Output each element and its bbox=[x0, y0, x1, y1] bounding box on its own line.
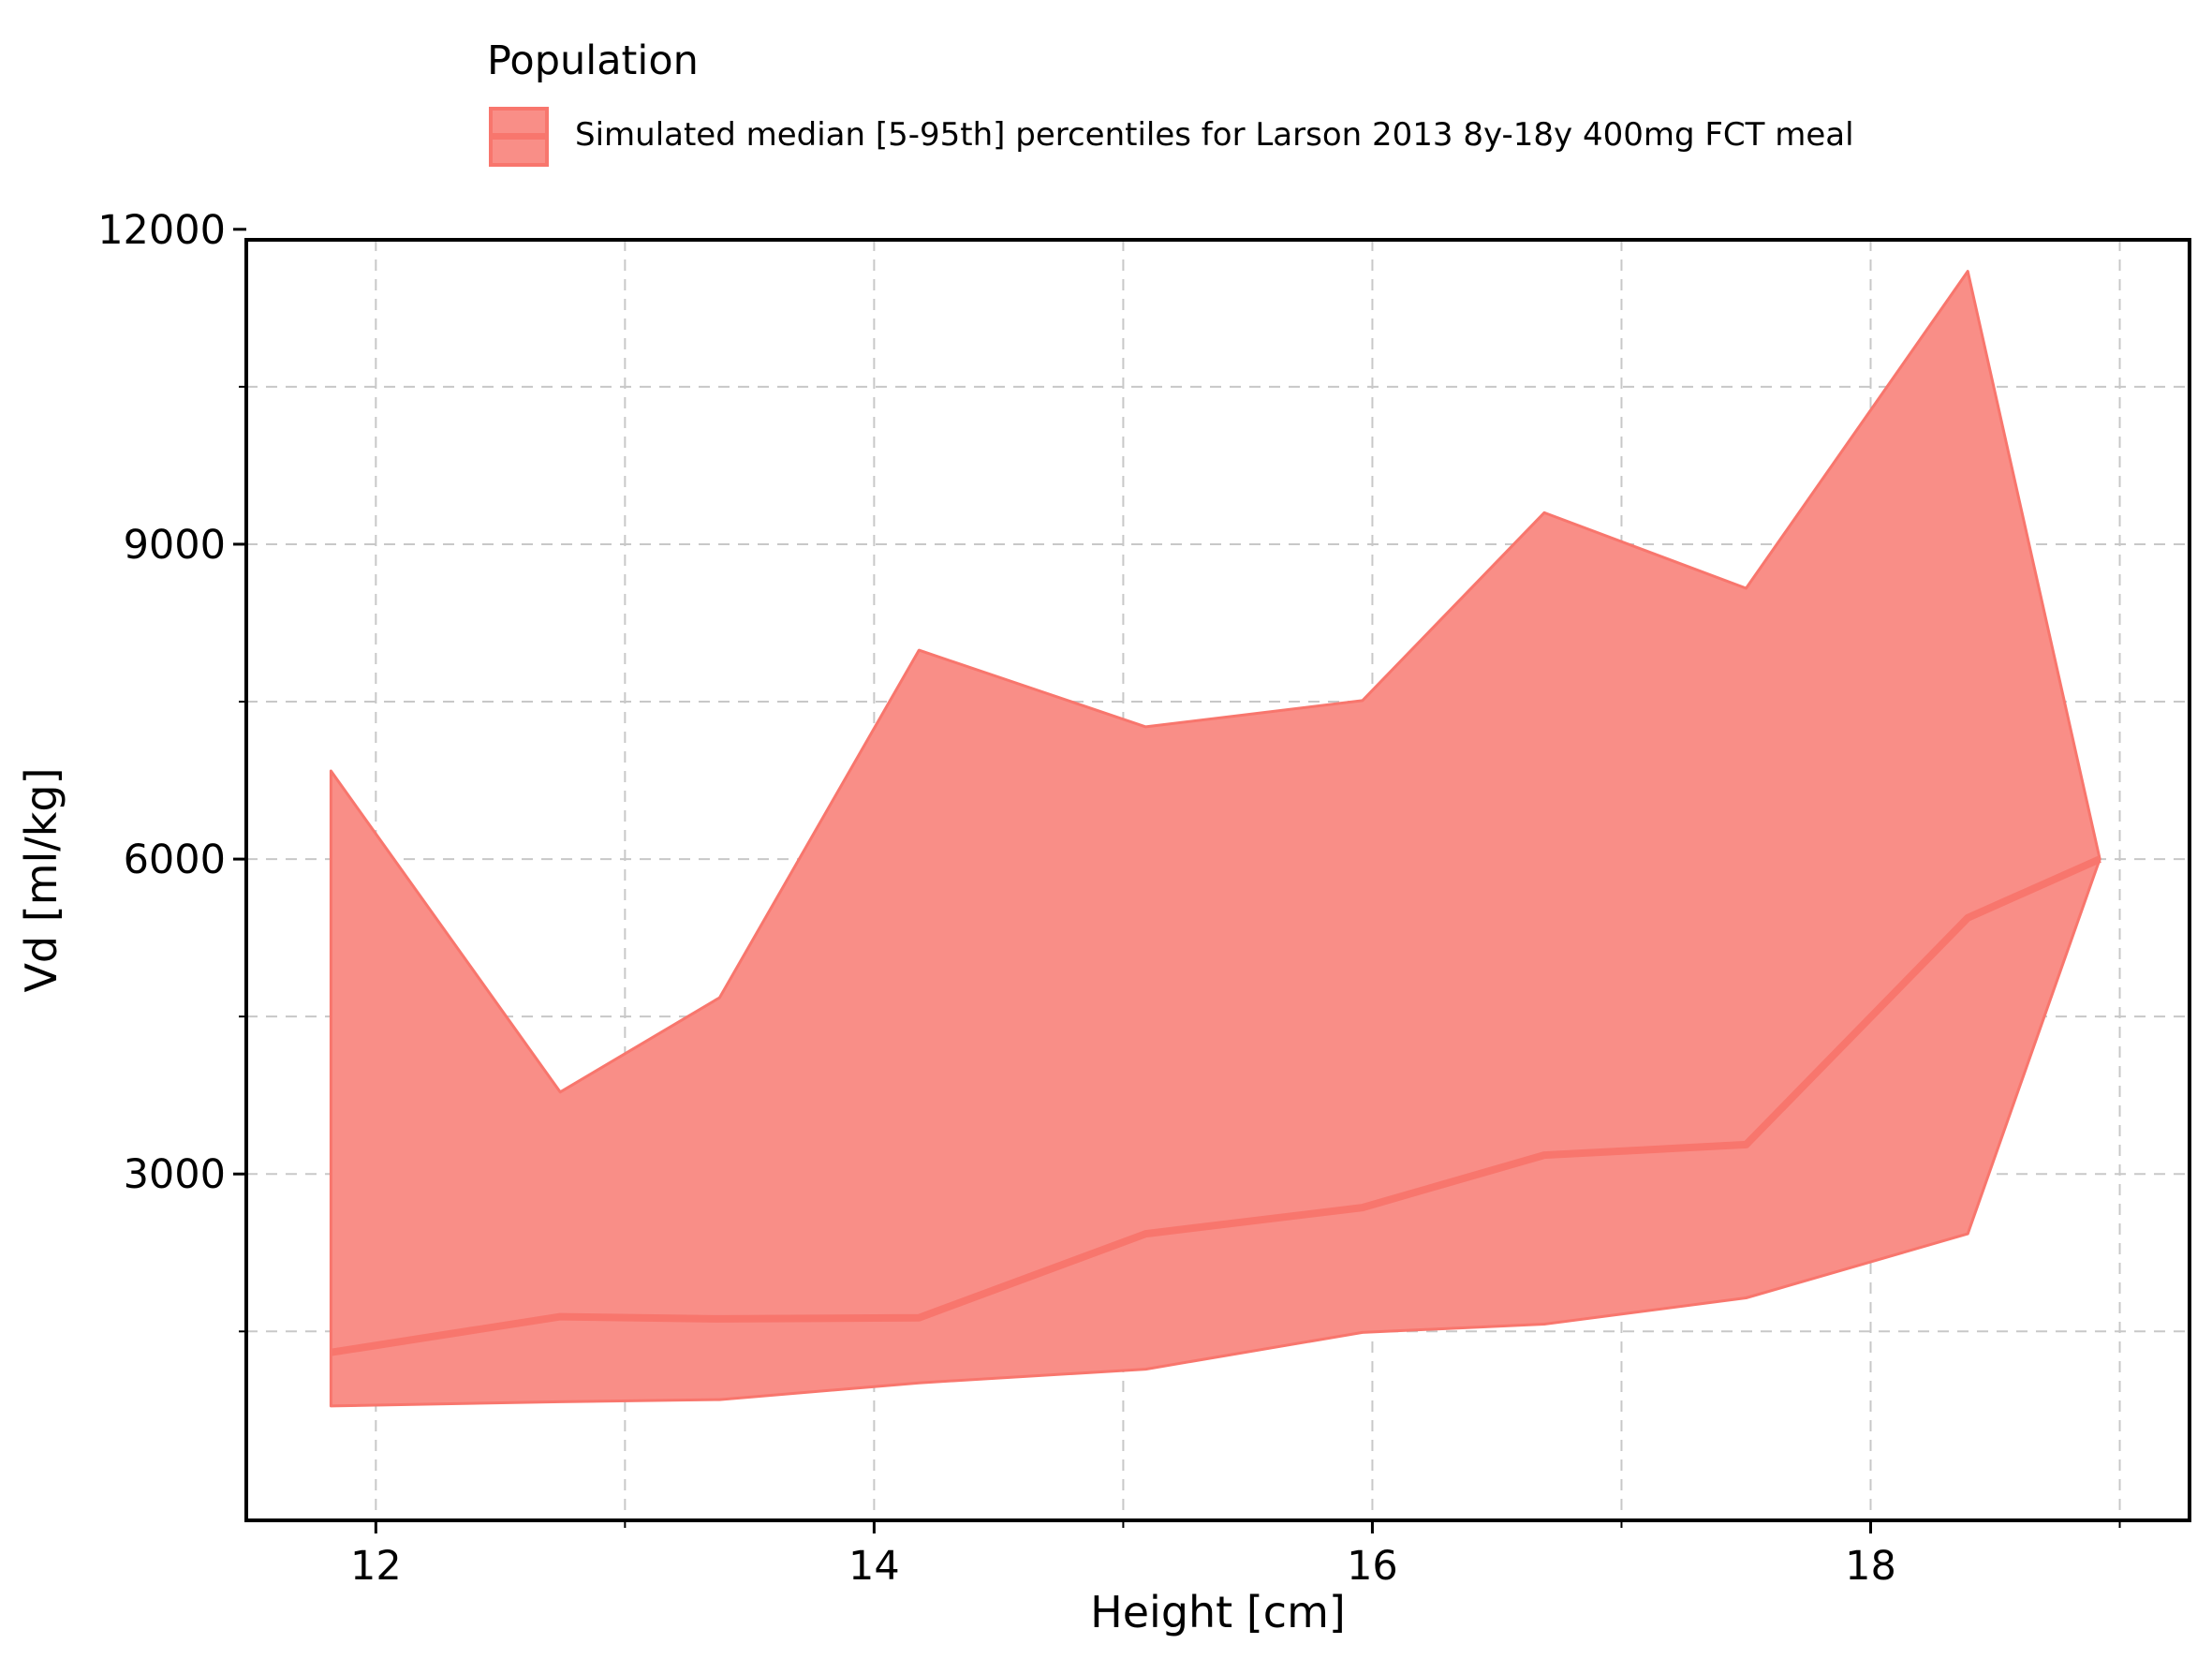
y-tick-label: 9000 bbox=[124, 522, 226, 569]
y-tick-label: 3000 bbox=[124, 1151, 226, 1198]
x-tick-label: 18 bbox=[1845, 1543, 1896, 1590]
y-axis: 3000 6000 9000 12000 bbox=[97, 207, 246, 1333]
median-line bbox=[330, 855, 2101, 1356]
x-axis: 12 14 16 18 bbox=[350, 1520, 2121, 1590]
x-axis-label: Height [cm] bbox=[1090, 1587, 1346, 1637]
y-tick-label: 12000 bbox=[97, 207, 226, 254]
legend-title: Population bbox=[487, 37, 699, 84]
legend-entry: Simulated median [5-95th] percentiles fo… bbox=[575, 116, 1854, 154]
y-tick-label: 6000 bbox=[124, 837, 226, 883]
x-tick-label: 12 bbox=[350, 1543, 402, 1590]
percentile-band bbox=[329, 270, 2101, 1408]
plot-frame bbox=[244, 238, 2191, 1522]
x-tick-label: 16 bbox=[1347, 1543, 1398, 1590]
y-axis-label: Vd [ml/kg] bbox=[16, 767, 66, 992]
legend-swatch bbox=[489, 107, 549, 167]
legend-swatch-line bbox=[493, 133, 545, 140]
x-tick-label: 14 bbox=[848, 1543, 900, 1590]
